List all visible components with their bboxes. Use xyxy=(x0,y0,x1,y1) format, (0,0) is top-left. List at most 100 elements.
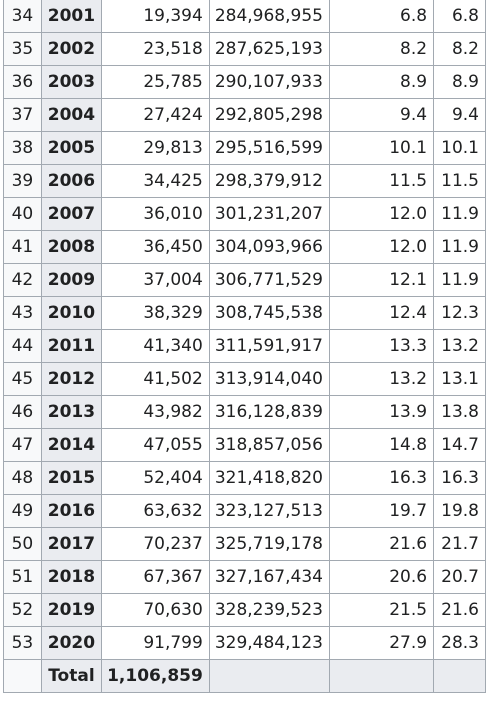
year-cell: 2006 xyxy=(40,164,103,198)
rate2-cell: 14.7 xyxy=(433,428,486,462)
index-cell: 38 xyxy=(3,131,42,165)
deaths-cell: 23,518 xyxy=(101,32,210,66)
rate2-cell: 11.9 xyxy=(433,263,486,297)
rate-cell: 12.4 xyxy=(328,296,435,330)
year-cell: 2014 xyxy=(40,428,103,462)
total-deaths: 1,106,859 xyxy=(101,659,210,693)
rate2-cell: 8.9 xyxy=(433,65,486,99)
rate-cell: 14.8 xyxy=(328,428,435,462)
population-cell: 321,418,820 xyxy=(208,461,330,495)
population-cell: 316,128,839 xyxy=(208,395,330,429)
table-row: 37 2004 27,424 292,805,298 9.4 9.4 xyxy=(3,98,486,132)
total-population-cell xyxy=(208,659,330,693)
deaths-cell: 29,813 xyxy=(101,131,210,165)
population-cell: 295,516,599 xyxy=(208,131,330,165)
year-cell: 2005 xyxy=(40,131,103,165)
rate-cell: 9.4 xyxy=(328,98,435,132)
deaths-cell: 37,004 xyxy=(101,263,210,297)
total-rate-cell xyxy=(328,659,435,693)
year-cell: 2016 xyxy=(40,494,103,528)
rate2-cell: 11.9 xyxy=(433,230,486,264)
population-cell: 311,591,917 xyxy=(208,329,330,363)
population-cell: 290,107,933 xyxy=(208,65,330,99)
rate-cell: 27.9 xyxy=(328,626,435,660)
deaths-cell: 34,425 xyxy=(101,164,210,198)
index-cell: 46 xyxy=(3,395,42,429)
index-cell: 35 xyxy=(3,32,42,66)
deaths-cell: 41,340 xyxy=(101,329,210,363)
population-cell: 304,093,966 xyxy=(208,230,330,264)
rate2-cell: 19.8 xyxy=(433,494,486,528)
rate2-cell: 9.4 xyxy=(433,98,486,132)
data-table: 34 2001 19,394 284,968,955 6.8 6.8 35 2002 23,51… xyxy=(3,0,486,693)
rate-cell: 8.9 xyxy=(328,65,435,99)
deaths-cell: 67,367 xyxy=(101,560,210,594)
rate-cell: 6.8 xyxy=(328,0,435,33)
deaths-cell: 91,799 xyxy=(101,626,210,660)
table-row: 36 2003 25,785 290,107,933 8.9 8.9 xyxy=(3,65,486,99)
table-row: 51 2018 67,367 327,167,434 20.6 20.7 xyxy=(3,560,486,594)
year-cell: 2007 xyxy=(40,197,103,231)
year-cell: 2011 xyxy=(40,329,103,363)
year-cell: 2020 xyxy=(40,626,103,660)
deaths-cell: 70,237 xyxy=(101,527,210,561)
year-cell: 2012 xyxy=(40,362,103,396)
index-cell: 44 xyxy=(3,329,42,363)
year-cell: 2003 xyxy=(40,65,103,99)
year-cell: 2010 xyxy=(40,296,103,330)
population-cell: 284,968,955 xyxy=(208,0,330,33)
total-rate2-cell xyxy=(433,659,486,693)
table-row: 40 2007 36,010 301,231,207 12.0 11.9 xyxy=(3,197,486,231)
year-cell: 2019 xyxy=(40,593,103,627)
table-row: 34 2001 19,394 284,968,955 6.8 6.8 xyxy=(3,0,486,33)
year-cell: 2015 xyxy=(40,461,103,495)
rate-cell: 21.5 xyxy=(328,593,435,627)
year-cell: 2008 xyxy=(40,230,103,264)
rate2-cell: 11.9 xyxy=(433,197,486,231)
deaths-cell: 38,329 xyxy=(101,296,210,330)
table-row: 43 2010 38,329 308,745,538 12.4 12.3 xyxy=(3,296,486,330)
rate2-cell: 8.2 xyxy=(433,32,486,66)
rate2-cell: 13.1 xyxy=(433,362,486,396)
population-cell: 329,484,123 xyxy=(208,626,330,660)
year-cell: 2018 xyxy=(40,560,103,594)
rate-cell: 12.0 xyxy=(328,230,435,264)
population-cell: 327,167,434 xyxy=(208,560,330,594)
rate-cell: 19.7 xyxy=(328,494,435,528)
rate2-cell: 16.3 xyxy=(433,461,486,495)
index-cell: 48 xyxy=(3,461,42,495)
deaths-cell: 47,055 xyxy=(101,428,210,462)
table-row: 47 2014 47,055 318,857,056 14.8 14.7 xyxy=(3,428,486,462)
table-row: 35 2002 23,518 287,625,193 8.2 8.2 xyxy=(3,32,486,66)
index-cell: 34 xyxy=(3,0,42,33)
deaths-cell: 36,450 xyxy=(101,230,210,264)
rate2-cell: 13.8 xyxy=(433,395,486,429)
year-cell: 2013 xyxy=(40,395,103,429)
population-cell: 313,914,040 xyxy=(208,362,330,396)
total-index-cell xyxy=(3,659,42,693)
rate2-cell: 6.8 xyxy=(433,0,486,33)
index-cell: 45 xyxy=(3,362,42,396)
rate-cell: 11.5 xyxy=(328,164,435,198)
table-row: 53 2020 91,799 329,484,123 27.9 28.3 xyxy=(3,626,486,660)
rate2-cell: 13.2 xyxy=(433,329,486,363)
table-body: 34 2001 19,394 284,968,955 6.8 6.8 35 2002 23,51… xyxy=(3,0,486,693)
year-cell: 2017 xyxy=(40,527,103,561)
population-cell: 328,239,523 xyxy=(208,593,330,627)
rate-cell: 10.1 xyxy=(328,131,435,165)
population-cell: 308,745,538 xyxy=(208,296,330,330)
index-cell: 47 xyxy=(3,428,42,462)
index-cell: 40 xyxy=(3,197,42,231)
year-cell: 2001 xyxy=(40,0,103,33)
rate-cell: 21.6 xyxy=(328,527,435,561)
deaths-cell: 41,502 xyxy=(101,362,210,396)
rate2-cell: 21.6 xyxy=(433,593,486,627)
index-cell: 52 xyxy=(3,593,42,627)
deaths-cell: 27,424 xyxy=(101,98,210,132)
deaths-cell: 36,010 xyxy=(101,197,210,231)
year-cell: 2004 xyxy=(40,98,103,132)
index-cell: 50 xyxy=(3,527,42,561)
index-cell: 53 xyxy=(3,626,42,660)
table-row: 42 2009 37,004 306,771,529 12.1 11.9 xyxy=(3,263,486,297)
index-cell: 49 xyxy=(3,494,42,528)
